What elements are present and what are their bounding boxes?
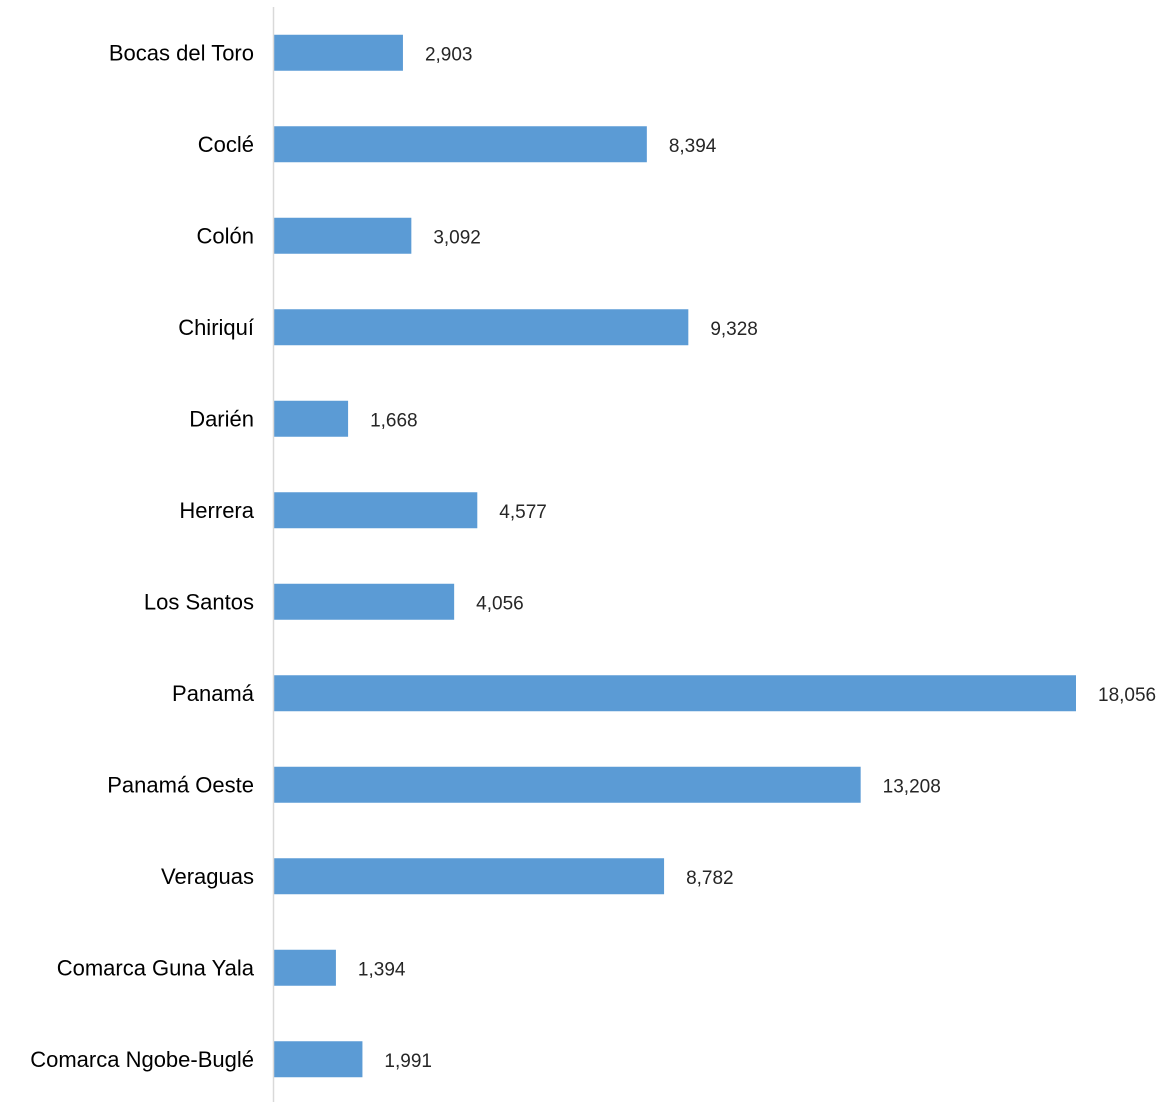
data-label: 13,208	[883, 776, 941, 797]
category-label: Bocas del Toro	[109, 40, 254, 65]
data-label: 4,056	[476, 593, 524, 614]
category-label: Comarca Guna Yala	[57, 955, 255, 980]
data-label: 18,056	[1098, 685, 1156, 706]
category-label: Herrera	[179, 498, 254, 523]
value-labels-group: 2,903 8,394 3,092 9,328 1,668 4,577 4,056 18,05…	[358, 44, 1156, 1072]
category-label: Colón	[197, 223, 254, 248]
category-label: Panamá Oeste	[107, 772, 254, 797]
bar	[274, 858, 665, 895]
bars-group	[274, 34, 1076, 1078]
category-label: Los Santos	[144, 589, 254, 614]
category-label: Coclé	[198, 132, 254, 157]
category-label: Comarca Ngobe-Buglé	[30, 1047, 254, 1072]
data-label: 1,668	[370, 410, 418, 431]
bar	[274, 400, 349, 437]
bar	[274, 217, 412, 254]
bar	[274, 492, 478, 529]
category-label: Chiriquí	[178, 315, 254, 340]
data-label: 8,394	[669, 136, 717, 157]
data-label: 1,394	[358, 959, 406, 980]
data-label: 4,577	[499, 502, 547, 523]
bar	[274, 309, 689, 346]
bar	[274, 583, 455, 620]
category-label: Darién	[189, 406, 254, 431]
data-label: 8,782	[686, 868, 734, 889]
data-label: 1,991	[384, 1051, 432, 1072]
data-label: 9,328	[710, 319, 758, 340]
bar	[274, 766, 861, 803]
bar	[274, 126, 647, 163]
bar	[274, 1041, 363, 1078]
bar	[274, 34, 403, 71]
data-label: 2,903	[425, 44, 473, 65]
category-label: Veraguas	[161, 864, 254, 889]
category-labels-group: Bocas del Toro Coclé Colón Chiriquí Darién He…	[30, 40, 255, 1072]
bar	[274, 949, 336, 986]
bar	[274, 675, 1076, 712]
data-label: 3,092	[433, 227, 481, 248]
category-label: Panamá	[172, 681, 255, 706]
